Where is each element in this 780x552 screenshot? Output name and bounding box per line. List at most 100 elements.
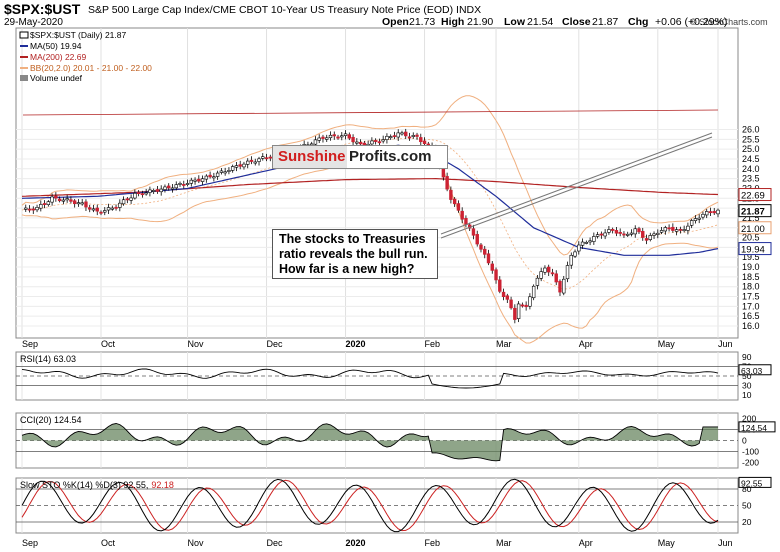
candle-up — [35, 207, 39, 211]
candle-up — [682, 229, 686, 231]
candle-up — [531, 285, 536, 299]
cci-tag — [738, 421, 776, 433]
svg-text:Close: Close — [562, 16, 591, 28]
month-label-bottom: Apr — [579, 538, 593, 548]
candle-up — [689, 220, 694, 226]
volume-legend-swatch — [20, 75, 28, 81]
candle-up — [388, 136, 393, 139]
legend-ma50: MA(50) 19.94 — [30, 41, 82, 51]
candle-down — [490, 263, 494, 271]
indicator-tick-label: 0 — [742, 436, 747, 446]
candle-down — [475, 234, 479, 245]
candle-up — [174, 184, 178, 189]
legend-volume: Volume undef — [30, 73, 83, 83]
month-label-bottom: Mar — [496, 538, 512, 548]
candle-down — [464, 218, 468, 225]
month-label: May — [658, 339, 676, 349]
candle-down — [671, 226, 675, 231]
candle-down — [622, 233, 626, 236]
candle-down — [336, 136, 340, 139]
candle-down — [501, 291, 506, 298]
candle-down — [84, 201, 88, 208]
candle-up — [61, 199, 66, 202]
candle-down — [614, 230, 619, 234]
candle-down — [136, 192, 141, 194]
indicator-tick-label: -100 — [742, 447, 759, 457]
candle-down — [167, 185, 171, 189]
candle-up — [595, 234, 600, 237]
svg-text:High: High — [441, 16, 464, 28]
sto-d-line — [21, 479, 719, 532]
price-tick-label: 17.5 — [742, 292, 760, 302]
candle-down — [486, 253, 491, 264]
candle-down — [238, 164, 242, 167]
candle-down — [332, 134, 336, 137]
svg-text:21.73: 21.73 — [409, 16, 435, 28]
candle-up — [539, 271, 543, 279]
callout-line-2: ratio reveals the bull run. — [279, 247, 428, 261]
month-axis: Sep Oct Nov Dec 2020 Feb Mar Apr May Jun — [22, 339, 733, 349]
candle-up — [200, 178, 205, 182]
cci-tag-text: 124.54 — [741, 423, 767, 433]
candle-down — [249, 159, 254, 162]
price-tags: 22.69 21.87 21.00 19.94 — [738, 188, 772, 256]
svg-text:+0.06 (+0.29%): +0.06 (+0.29%) — [655, 16, 727, 28]
chart-date: 29-May-2020 — [4, 17, 63, 28]
month-label-bottom: Jun — [718, 538, 733, 548]
candle-up — [313, 139, 318, 145]
candle-up — [370, 140, 374, 145]
candle-up — [215, 172, 220, 177]
legend-main: $SPX:$UST (Daily) 21.87 — [30, 30, 126, 40]
price-tag-ma200-text: 22.69 — [741, 191, 765, 202]
candle-up — [328, 134, 333, 139]
candle-down — [415, 134, 419, 137]
price-tick-label: 20.5 — [742, 233, 760, 243]
candle-up — [110, 207, 114, 210]
price-tag-bb_mid — [738, 221, 772, 235]
candle-up — [656, 232, 660, 235]
price-legend: $SPX:$UST (Daily) 21.87 MA(50) 19.94 MA(… — [19, 30, 152, 83]
indicator-tick-label: 90 — [742, 352, 752, 362]
annotation-callout: The stocks to Treasuries ratio reveals t… — [272, 229, 438, 279]
price-tick-label: 16.0 — [742, 321, 760, 331]
rsi-line — [21, 368, 719, 389]
candle-up — [242, 163, 246, 168]
candle-down — [524, 304, 528, 308]
candle-down — [445, 176, 449, 190]
candle-down — [547, 266, 551, 273]
price-tag-ma50 — [738, 242, 772, 256]
month-label: Apr — [579, 339, 593, 349]
month-label: Nov — [188, 339, 205, 349]
price-tag-close-text: 21.87 — [741, 207, 765, 218]
price-tick-label: 19.0 — [742, 262, 760, 272]
candle-up — [400, 132, 404, 135]
candle-up — [573, 251, 577, 257]
candle-down — [140, 193, 145, 196]
candle-up — [219, 170, 224, 173]
candle-up — [76, 202, 81, 205]
month-label: Feb — [425, 339, 441, 349]
candle-up — [159, 188, 163, 193]
sto-k-line — [21, 478, 719, 533]
candle-up — [170, 187, 175, 190]
price-tick-label: 17.0 — [742, 301, 760, 311]
price-tick-label: 24.5 — [742, 154, 760, 164]
candle-up — [129, 197, 133, 201]
candle-up — [355, 141, 359, 144]
price-tag-ma50-text: 19.94 — [741, 245, 765, 256]
svg-text:Chg: Chg — [628, 16, 648, 28]
price-tick-label: 16.5 — [742, 311, 760, 321]
candle-up — [663, 227, 668, 232]
candle-up — [674, 229, 679, 232]
candle-up — [629, 232, 634, 235]
indicator-tick-label: 30 — [742, 381, 752, 391]
month-label-bottom: 2020 — [346, 538, 366, 548]
candle-down — [505, 295, 510, 300]
candle-down — [483, 248, 487, 255]
price-tick-label: 26.0 — [742, 125, 760, 135]
candle-up — [178, 183, 182, 185]
trend-line-flat — [22, 109, 719, 116]
candle-down — [520, 304, 525, 307]
